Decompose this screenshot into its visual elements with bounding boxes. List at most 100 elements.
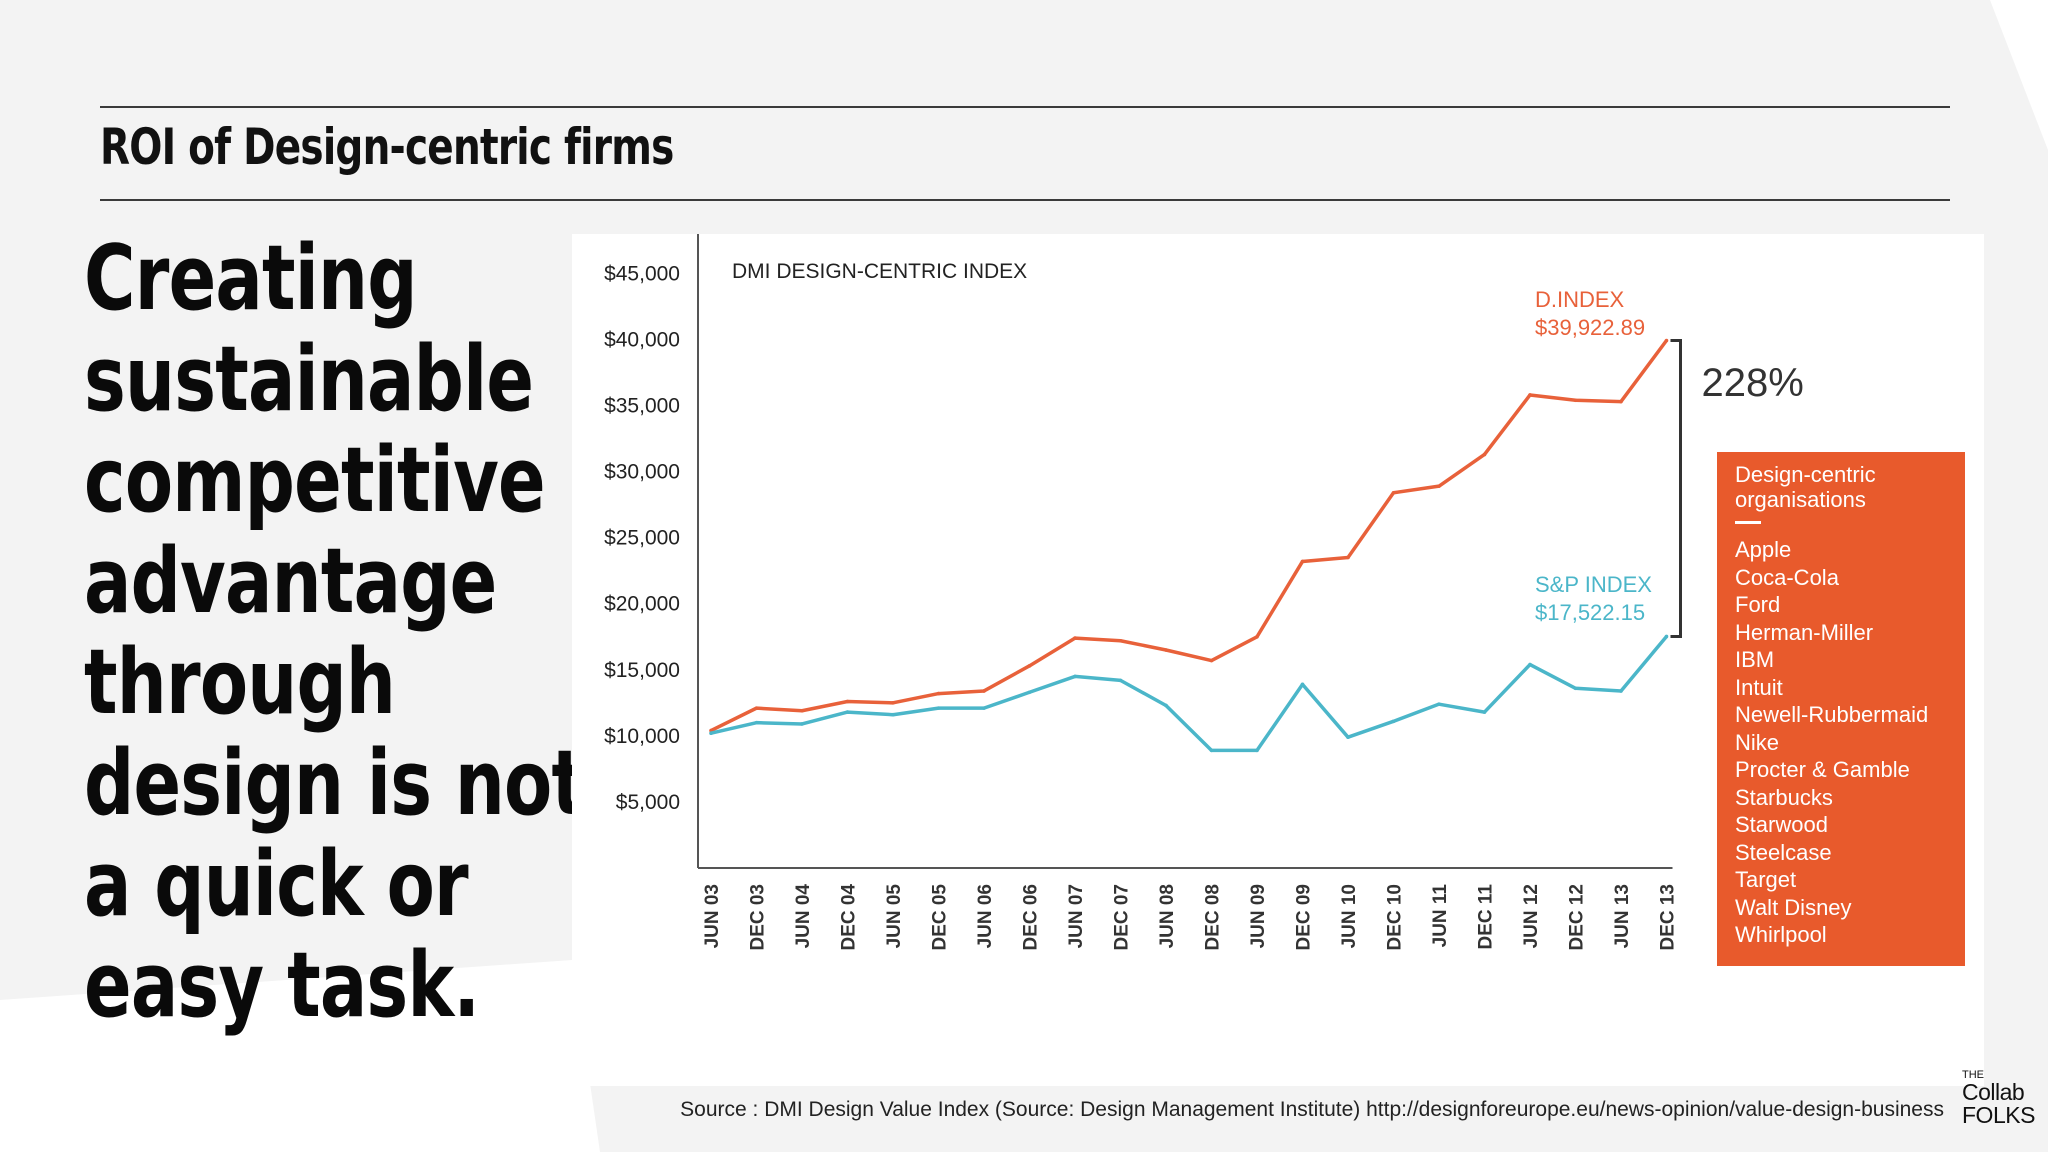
y-tick-label: $45,000 xyxy=(604,262,680,285)
data-point xyxy=(1073,674,1077,679)
data-point xyxy=(1664,338,1669,343)
organisation-item: Intuit xyxy=(1735,674,1783,700)
y-tick-label: $30,000 xyxy=(604,461,680,484)
y-tick-label: $35,000 xyxy=(604,395,680,418)
headline-line: a quick or xyxy=(84,832,469,937)
source-citation: Source : DMI Design Value Index (Source:… xyxy=(680,1098,1944,1121)
organisation-item: Nike xyxy=(1735,729,1780,755)
series-line-sp-index xyxy=(710,635,1668,753)
x-tick-label: JUN 11 xyxy=(1430,884,1451,948)
data-point xyxy=(1118,638,1123,643)
data-point xyxy=(936,691,941,696)
data-point xyxy=(800,708,804,713)
headline-line: sustainable xyxy=(84,327,534,432)
x-tick-label: JUN 06 xyxy=(975,884,996,948)
x-tick-label: JUN 05 xyxy=(884,884,905,949)
data-point xyxy=(1255,634,1259,639)
data-point xyxy=(1346,555,1350,560)
data-point xyxy=(1255,748,1259,753)
data-point xyxy=(1391,719,1396,724)
growth-annotation: 228% xyxy=(1702,361,1804,405)
chart-title: DMI DESIGN-CENTRIC INDEX xyxy=(732,260,1027,283)
data-point xyxy=(845,699,850,704)
data-point xyxy=(1573,686,1578,691)
organisation-item: IBM xyxy=(1735,647,1775,672)
organisation-item: Whirlpool xyxy=(1735,922,1827,947)
series-line-d-index xyxy=(710,339,1668,733)
data-point xyxy=(1164,648,1168,652)
organisation-item: Coca-Cola xyxy=(1735,564,1839,590)
data-point xyxy=(1437,702,1441,706)
organisation-item: Starwood xyxy=(1735,812,1828,837)
line-chart: DMI DESIGN-CENTRIC INDEX $5,000 $10,000 $15… xyxy=(604,234,1804,951)
data-point xyxy=(982,706,986,710)
organisations-divider xyxy=(1735,521,1761,524)
organisation-item: Apple xyxy=(1735,537,1792,562)
organisation-item: Procter & Gamble xyxy=(1735,757,1910,782)
x-tick-label: JUN 09 xyxy=(1248,884,1269,948)
data-point xyxy=(891,701,895,705)
data-point xyxy=(1346,735,1350,739)
x-tick-label: DEC 03 xyxy=(748,884,769,951)
x-tick-label: JUN 08 xyxy=(1157,884,1178,948)
data-point xyxy=(1619,689,1623,693)
y-tick-label: $5,000 xyxy=(616,791,680,814)
data-point xyxy=(1073,636,1077,640)
data-point xyxy=(1619,399,1623,404)
x-tick-label: DEC 09 xyxy=(1294,884,1315,951)
logo-collab: Collab xyxy=(1962,1079,2025,1105)
data-point xyxy=(754,706,759,710)
data-point xyxy=(845,710,850,714)
organisation-item: Target xyxy=(1735,867,1797,892)
organisation-item: Herman-Miller xyxy=(1735,619,1874,645)
headline-line: through xyxy=(84,630,396,735)
y-tick-label: $25,000 xyxy=(604,527,680,550)
headline-line: easy task. xyxy=(84,933,480,1038)
organisation-item: Starbucks xyxy=(1735,784,1833,810)
data-point xyxy=(1164,703,1168,708)
data-point xyxy=(936,706,941,710)
collab-folks-logo: THE Collab FOLKS xyxy=(1962,1070,2035,1127)
data-point xyxy=(982,689,986,693)
data-point xyxy=(1300,559,1305,564)
x-tick-label: JUN 03 xyxy=(702,884,723,948)
d-index-label: D.INDEX xyxy=(1535,287,1625,312)
data-point xyxy=(800,722,804,726)
x-tick-label: DEC 08 xyxy=(1203,884,1224,951)
x-tick-label: DEC 07 xyxy=(1112,884,1133,951)
y-tick-label: $10,000 xyxy=(604,725,680,748)
sp-index-value-label: $17,522.15 xyxy=(1535,600,1645,625)
data-point xyxy=(1209,748,1214,753)
x-tick-label: DEC 13 xyxy=(1658,884,1679,951)
organisation-item: Ford xyxy=(1735,592,1781,617)
headline-line: competitive xyxy=(84,428,546,533)
top-rule xyxy=(100,106,1950,108)
data-point xyxy=(1209,658,1214,663)
x-tick-label: JUN 12 xyxy=(1521,884,1542,948)
growth-bracket xyxy=(1670,339,1682,638)
headline-line: design is not xyxy=(84,731,585,836)
data-point xyxy=(1437,484,1441,488)
x-tick-label: DEC 04 xyxy=(839,884,860,951)
x-tick-label: DEC 06 xyxy=(1021,884,1042,951)
headline-line: Creating xyxy=(84,226,418,331)
y-tick-label: $20,000 xyxy=(604,593,680,616)
x-tick-label: DEC 12 xyxy=(1567,884,1588,951)
logo-folks: FOLKS xyxy=(1962,1102,2035,1128)
x-tick-label: DEC 10 xyxy=(1385,884,1406,951)
data-point xyxy=(1300,682,1305,687)
organisation-item: Newell-Rubbermaid xyxy=(1735,702,1929,727)
data-point xyxy=(709,731,713,736)
data-point xyxy=(1027,664,1032,668)
data-point xyxy=(1118,678,1123,683)
sp-index-label: S&P INDEX xyxy=(1535,572,1652,597)
y-tick-label: $40,000 xyxy=(604,328,680,351)
d-index-value-label: $39,922.89 xyxy=(1535,315,1645,340)
x-tick-label: JUN 04 xyxy=(793,884,814,949)
title-rule xyxy=(100,199,1950,201)
data-point xyxy=(1482,452,1487,457)
y-tick-label: $15,000 xyxy=(604,659,680,682)
organisations-list: Apple Coca-Cola Ford Herman-Miller IBM Intuit… xyxy=(1735,536,1965,949)
data-point xyxy=(1573,398,1578,403)
x-tick-label: JUN 07 xyxy=(1066,884,1087,948)
